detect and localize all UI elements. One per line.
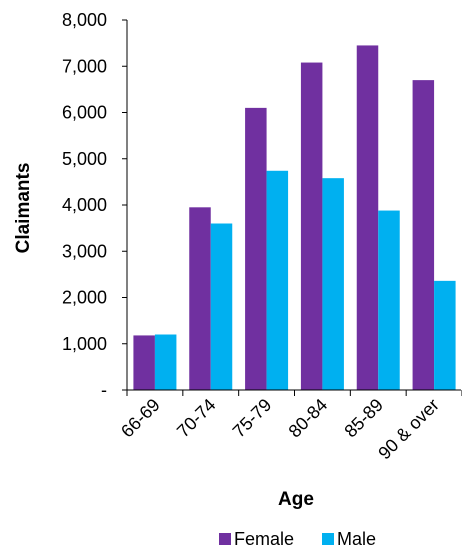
y-tick-label: 5,000: [62, 149, 107, 169]
bar-female-85-89: [356, 45, 379, 390]
bar-female-70-74: [189, 207, 211, 390]
legend: Female Male: [219, 529, 376, 549]
legend-label-female: Female: [234, 529, 294, 549]
bar-male-85-89: [378, 210, 400, 390]
y-tick-label: 2,000: [62, 288, 107, 308]
y-tick-label: 8,000: [62, 10, 107, 30]
x-tick-label: 80-84: [285, 395, 332, 442]
y-tick-label: 4,000: [62, 195, 107, 215]
bar-female-90-over: [412, 80, 435, 390]
x-tick-label: 75-79: [229, 395, 276, 442]
x-tick-label: 70-74: [173, 395, 220, 442]
bar-female-80-84: [300, 62, 323, 391]
bar-male-90-over: [434, 280, 456, 390]
legend-label-male: Male: [337, 529, 376, 549]
legend-swatch-male: [322, 533, 334, 545]
y-tick-label: 3,000: [62, 241, 107, 261]
legend-swatch-female: [219, 533, 231, 545]
y-tick-label: -: [101, 380, 107, 400]
x-tick-label: 90 & over: [374, 395, 443, 464]
x-tick-label: 66-69: [117, 395, 164, 442]
y-tick-label: 1,000: [62, 334, 107, 354]
bar-male-75-79: [266, 170, 289, 390]
bar-male-66-69: [154, 334, 177, 390]
y-axis-ticks: - 1,000 2,000 3,000 4,000 5,000 6,000 7,000 8,00…: [62, 10, 127, 400]
x-axis-title: Age: [278, 489, 314, 510]
bar-female-66-69: [133, 335, 155, 390]
y-axis-title: Claimants: [13, 163, 34, 254]
y-tick-label: 6,000: [62, 103, 107, 123]
y-tick-label: 7,000: [62, 56, 107, 76]
bars: [133, 45, 456, 391]
bar-male-80-84: [322, 178, 344, 390]
bar-male-70-74: [210, 223, 233, 390]
bar-female-75-79: [245, 107, 267, 390]
x-tick-label: 85-89: [340, 395, 387, 442]
